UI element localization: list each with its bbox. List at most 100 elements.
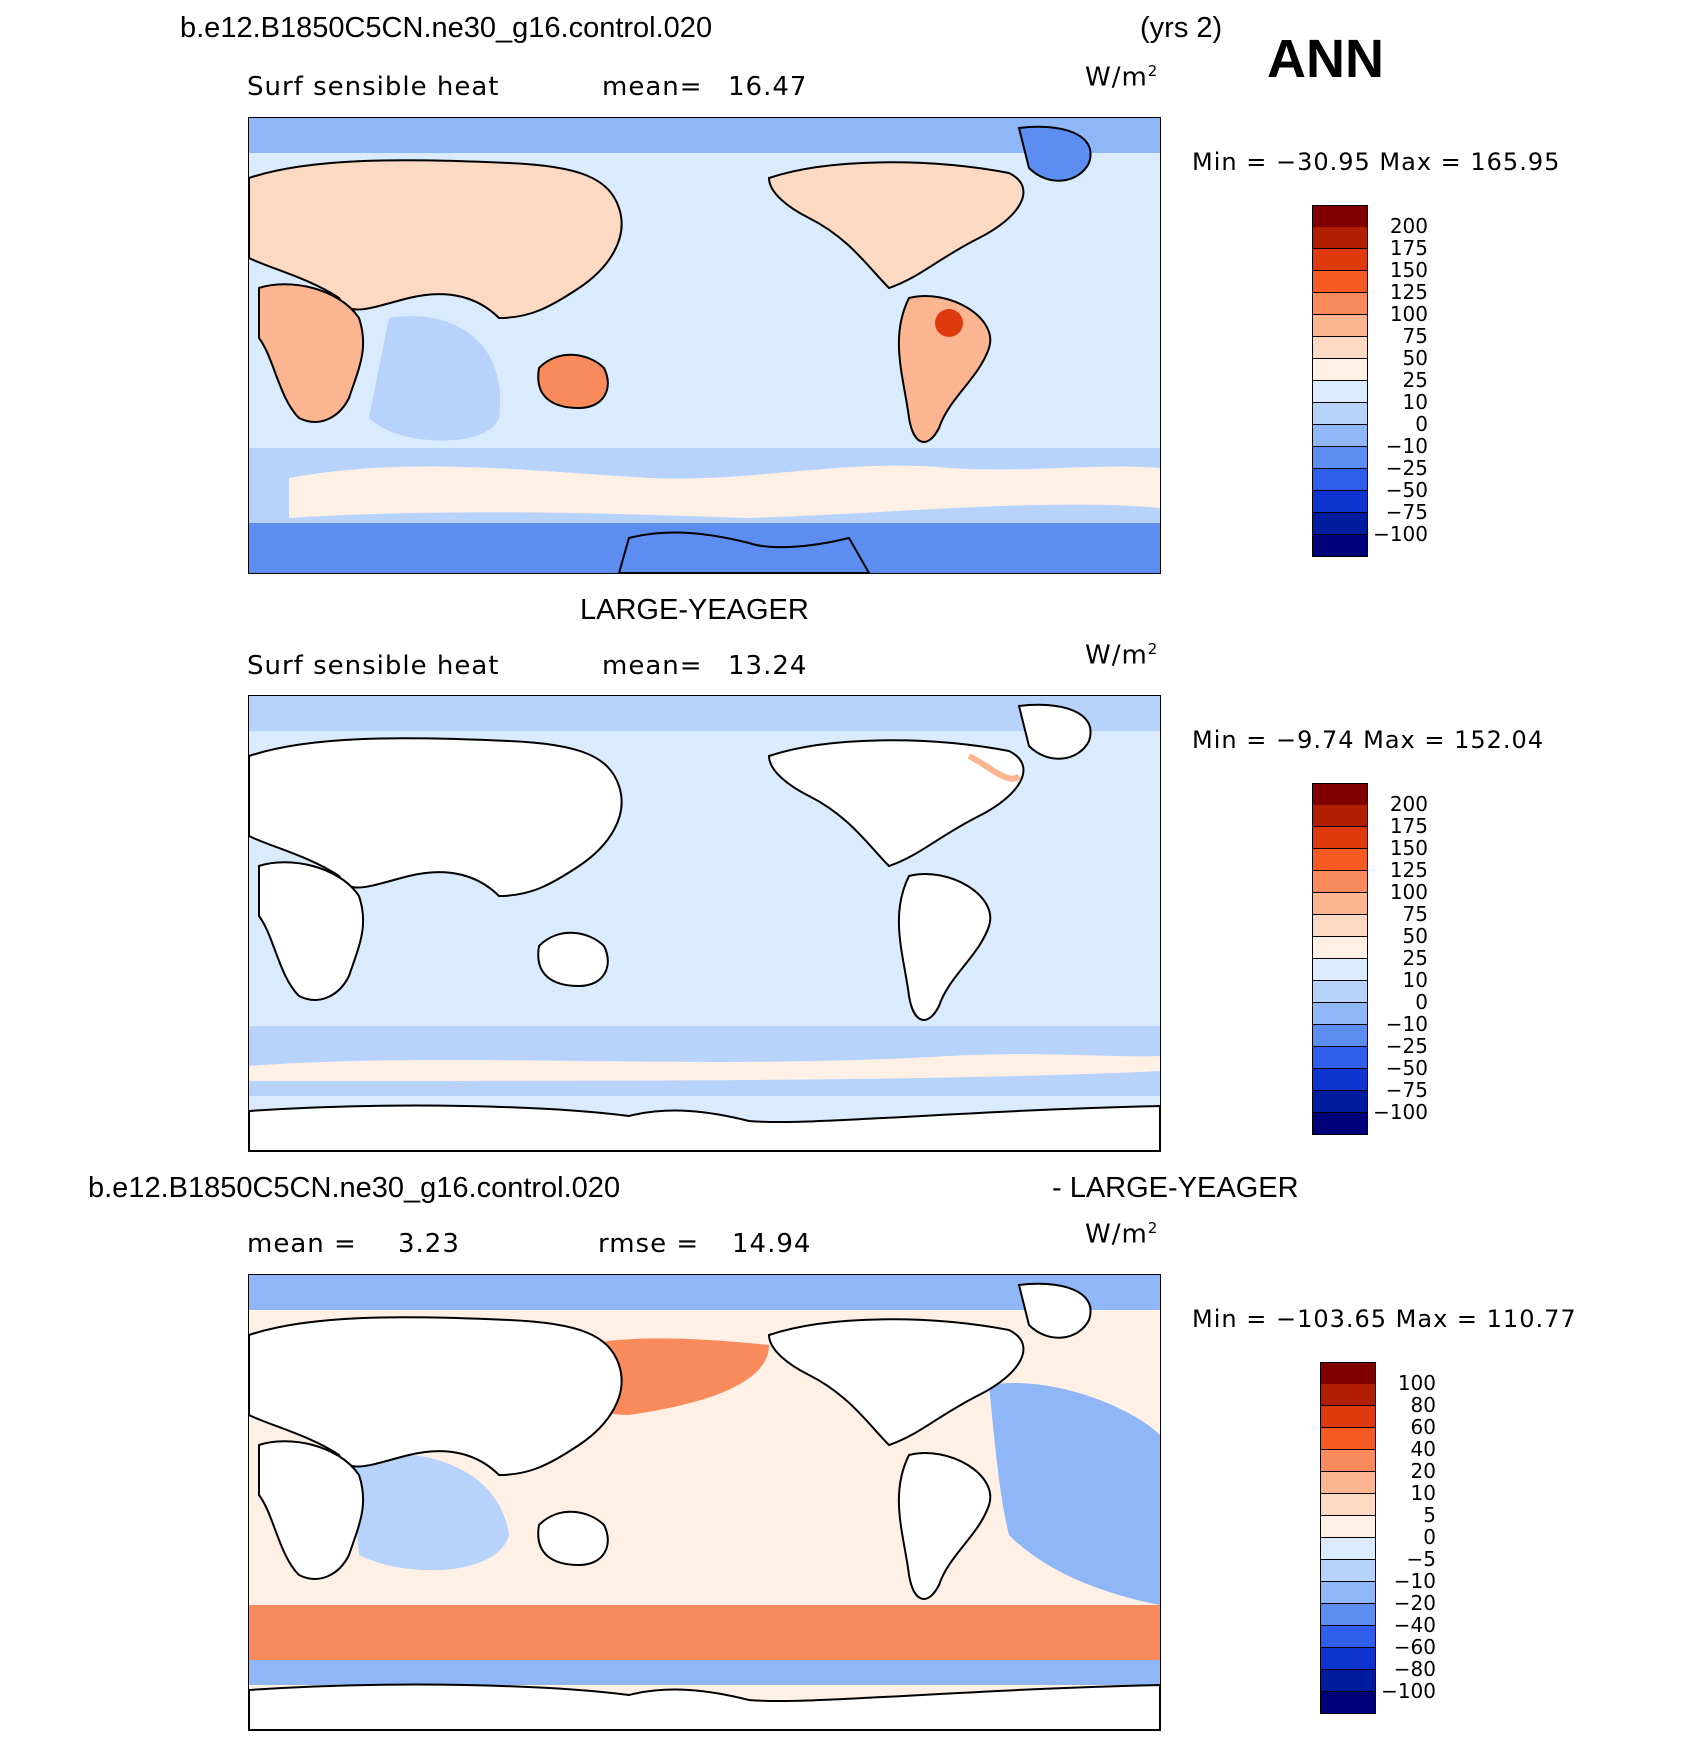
panel1-cb-label: −50 xyxy=(1385,478,1428,502)
panel1-cb-label: −10 xyxy=(1385,434,1428,458)
panel3-africa xyxy=(258,1440,365,1580)
panel1-cb-label: 75 xyxy=(1402,324,1428,348)
panel2-cb-box xyxy=(1312,893,1368,915)
panel2-cb-label: −50 xyxy=(1385,1056,1428,1080)
panel3-title-right: - LARGE-YEAGER xyxy=(1052,1172,1299,1204)
panel1-cb-box xyxy=(1312,447,1368,469)
panel2-cb-box xyxy=(1312,1047,1368,1069)
panel1-cb-label: −25 xyxy=(1385,456,1428,480)
panel1-cb-label: −100 xyxy=(1373,522,1428,546)
panel1-cb-box xyxy=(1312,249,1368,271)
panel3-southern-band xyxy=(249,1605,1160,1665)
panel1-greenland xyxy=(1017,125,1092,182)
panel3-rmse-label: rmse = xyxy=(598,1229,700,1259)
panel1-cb-label: 200 xyxy=(1389,214,1428,238)
panel3-cb-box xyxy=(1320,1472,1376,1494)
panel2-units: W/m2 xyxy=(1085,640,1159,671)
panel3-cb-box xyxy=(1320,1362,1376,1385)
panel1-cb-box xyxy=(1312,315,1368,337)
panel3-southern-blue xyxy=(249,1660,1160,1685)
panel1-australia xyxy=(537,353,609,410)
panel1-mean-value: 16.47 xyxy=(728,72,808,102)
panel1-south-warm-band xyxy=(289,465,1160,518)
panel3-australia xyxy=(537,1510,609,1567)
panel1-amazon-peak xyxy=(935,309,963,337)
panel2-cb-label: 50 xyxy=(1402,924,1428,948)
panel3-cb-label: 10 xyxy=(1410,1481,1436,1505)
panel2-cb-label: 25 xyxy=(1402,946,1428,970)
case-title: b.e12.B1850C5CN.ne30_g16.control.020 xyxy=(180,12,713,44)
panel2-australia xyxy=(537,931,609,988)
panel2-africa xyxy=(258,861,365,1001)
panel2-mean-value: 13.24 xyxy=(728,651,808,681)
panel1-cb-box xyxy=(1312,513,1368,535)
panel1-cb-label: −75 xyxy=(1385,500,1428,524)
panel1-indian-ocean xyxy=(369,316,501,441)
panel3-cb-label: 80 xyxy=(1410,1393,1436,1417)
panel3-cb-box xyxy=(1320,1494,1376,1516)
panel3-cb-label: −60 xyxy=(1393,1635,1436,1659)
panel2-minmax: Min = −9.74 Max = 152.04 xyxy=(1192,726,1545,754)
panel3-cb-label: −40 xyxy=(1393,1613,1436,1637)
panel3-cb-box xyxy=(1320,1428,1376,1450)
panel3-cb-box xyxy=(1320,1384,1376,1406)
panel3-south-america xyxy=(897,1452,992,1600)
panel1-cb-label: 150 xyxy=(1389,258,1428,282)
panel3-cb-label: −5 xyxy=(1406,1547,1436,1571)
season-label: ANN xyxy=(1267,29,1384,89)
panel1-cb-label: 10 xyxy=(1402,390,1428,414)
panel1-mean-label: mean= xyxy=(602,72,703,102)
panel3-cb-label: 40 xyxy=(1410,1437,1436,1461)
panel1-cb-box xyxy=(1312,469,1368,491)
panel3-cb-label: 60 xyxy=(1410,1415,1436,1439)
panel3-cb-label: 5 xyxy=(1423,1503,1436,1527)
panel2-title: LARGE-YEAGER xyxy=(580,594,809,626)
panel1-map xyxy=(248,117,1161,574)
panel2-cb-box xyxy=(1312,981,1368,1003)
panel1-cb-label: 125 xyxy=(1389,280,1428,304)
panel3-cb-label: 0 xyxy=(1423,1525,1436,1549)
panel2-south-america xyxy=(897,873,992,1021)
panel2-cb-label: 150 xyxy=(1389,836,1428,860)
panel2-cb-label: 200 xyxy=(1389,792,1428,816)
panel1-cb-box xyxy=(1312,227,1368,249)
panel3-cb-box xyxy=(1320,1450,1376,1472)
panel2-map xyxy=(248,695,1161,1152)
panel1-cb-box xyxy=(1312,535,1368,557)
panel1-cb-box xyxy=(1312,381,1368,403)
panel1-arctic xyxy=(249,118,1160,153)
panel1-cb-label: 50 xyxy=(1402,346,1428,370)
panel1-cb-label: 175 xyxy=(1389,236,1428,260)
panel2-cb-label: 10 xyxy=(1402,968,1428,992)
panel2-cb-box xyxy=(1312,1025,1368,1047)
panel2-cb-label: −25 xyxy=(1385,1034,1428,1058)
panel1-north-america xyxy=(767,161,1025,290)
panel2-variable: Surf sensible heat xyxy=(247,651,500,681)
panel3-title-left: b.e12.B1850C5CN.ne30_g16.control.020 xyxy=(88,1172,621,1204)
panel2-cb-box xyxy=(1312,1003,1368,1025)
panel3-arctic xyxy=(249,1275,1160,1310)
panel3-minmax: Min = −103.65 Max = 110.77 xyxy=(1192,1305,1577,1333)
panel2-antarctica xyxy=(249,1104,1160,1151)
panel3-cb-box xyxy=(1320,1648,1376,1670)
panel2-cb-box xyxy=(1312,1113,1368,1135)
panel2-cb-box xyxy=(1312,959,1368,981)
panel2-north-america xyxy=(767,739,1025,868)
panel1-cb-box xyxy=(1312,205,1368,228)
panel1-africa xyxy=(258,283,365,423)
panel3-cb-label: −80 xyxy=(1393,1657,1436,1681)
panel2-cb-box xyxy=(1312,805,1368,827)
panel3-cb-label: 100 xyxy=(1397,1371,1436,1395)
panel3-cb-box xyxy=(1320,1538,1376,1560)
panel1-cb-box xyxy=(1312,359,1368,381)
panel2-cb-box xyxy=(1312,1091,1368,1113)
panel1-cb-label: 100 xyxy=(1389,302,1428,326)
panel3-antarctica xyxy=(249,1683,1160,1730)
panel3-cb-label: −10 xyxy=(1393,1569,1436,1593)
panel3-cb-box xyxy=(1320,1516,1376,1538)
panel3-units: W/m2 xyxy=(1085,1219,1159,1250)
panel3-cb-label: −20 xyxy=(1393,1591,1436,1615)
panel2-cb-box xyxy=(1312,915,1368,937)
panel2-cb-label: −10 xyxy=(1385,1012,1428,1036)
panel2-cb-label: 75 xyxy=(1402,902,1428,926)
